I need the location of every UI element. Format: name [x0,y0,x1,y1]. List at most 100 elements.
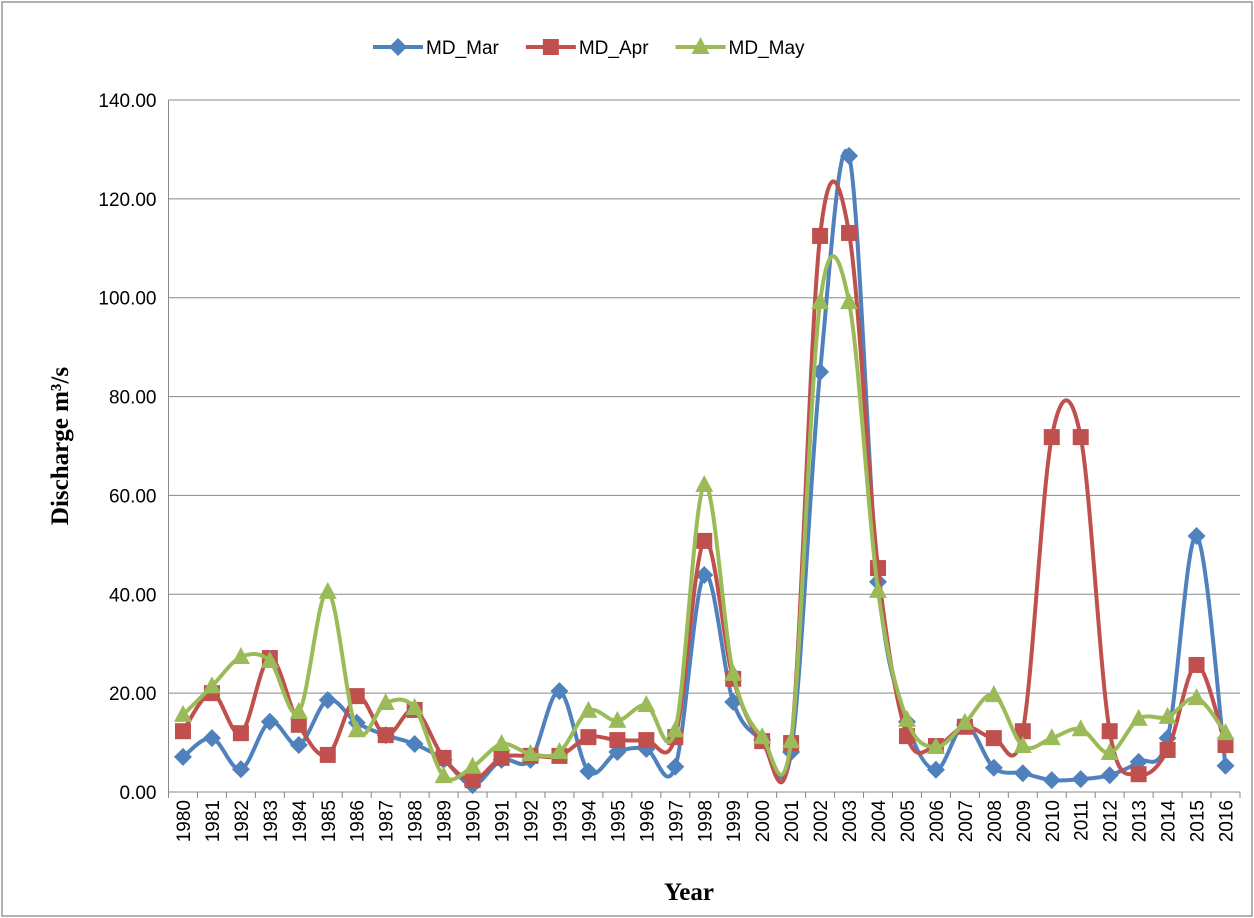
marker [463,756,482,774]
x-tick-label: 2016 [1217,800,1238,842]
marker [319,746,336,763]
marker [173,747,192,766]
marker [1013,736,1032,754]
marker [811,292,830,310]
marker [984,685,1003,703]
x-tick-label: 2004 [869,800,890,843]
x-tick-label: 2001 [782,800,803,842]
y-tick-label: 60.00 [109,486,157,507]
x-tick-label: 1991 [493,800,514,842]
x-tick-label: 2012 [1101,800,1122,842]
marker [260,712,279,731]
marker [579,700,598,718]
marker [1043,429,1060,446]
marker [608,710,627,728]
x-tick-label: 2009 [1014,800,1035,842]
x-tick-label: 1983 [261,800,282,842]
marker [609,732,626,749]
x-tick-label: 1987 [377,800,398,842]
marker [955,712,974,730]
marker [202,729,221,748]
marker [782,731,801,749]
y-tick-label: 140.00 [98,91,156,112]
y-tick-label: 20.00 [109,684,157,705]
marker [984,758,1003,777]
x-tick-label: 1988 [406,800,427,842]
legend-label: MD_May [729,38,806,59]
marker [1217,737,1234,754]
marker [579,762,598,781]
marker [231,760,250,779]
x-tick-label: 1996 [637,800,658,842]
legend-label: MD_Mar [426,38,500,59]
marker [348,688,365,705]
x-tick-label: 1985 [319,800,340,842]
x-tick-label: 2010 [1043,800,1064,842]
marker [638,732,655,749]
marker [724,663,743,681]
marker [1130,766,1147,783]
x-tick-label: 2008 [985,800,1006,842]
marker [1158,706,1177,724]
marker [1187,526,1206,545]
marker [1042,728,1061,746]
marker [492,734,511,752]
marker [289,701,308,719]
y-tick-label: 100.00 [98,289,156,310]
marker [870,560,887,577]
marker [897,709,916,727]
marker [493,749,510,766]
marker [318,581,337,599]
x-tick-label: 2011 [1072,800,1093,841]
series [173,254,1235,784]
x-tick-label: 1995 [608,800,629,842]
marker [926,760,945,779]
x-tick-label: 1998 [695,800,716,842]
marker [1188,656,1205,673]
marker [666,720,685,738]
marker [1187,688,1206,706]
marker [753,727,772,745]
marker [1101,723,1118,740]
marker [434,766,453,784]
marker [174,723,191,740]
x-tick-label: 2013 [1130,800,1151,842]
marker [550,682,569,701]
marker [232,725,249,742]
marker [289,736,308,755]
x-tick-label: 2014 [1159,800,1180,843]
marker [1014,723,1031,740]
x-tick-label: 1980 [174,800,195,842]
marker [1071,770,1090,789]
y-tick-label: 40.00 [109,585,157,606]
marker [389,38,407,56]
x-tick-label: 2007 [956,800,977,842]
marker [347,720,366,738]
marker [550,741,569,759]
y-axis-title: Discharge m³/s [47,367,74,525]
marker [405,697,424,715]
x-tick-label: 1986 [348,800,369,842]
marker [435,749,452,766]
marker [202,676,221,694]
y-tick-label: 120.00 [98,190,156,211]
x-tick-label: 1989 [435,800,456,842]
marker [1216,756,1235,775]
marker [926,737,945,755]
marker [580,729,597,746]
marker [377,727,394,744]
marker [260,651,279,669]
marker [290,716,307,733]
marker [464,772,481,789]
marker [985,730,1002,747]
x-tick-label: 1981 [203,800,224,842]
x-tick-label: 1993 [550,800,571,842]
marker [405,735,424,754]
y-tick-label: 80.00 [109,388,157,409]
marker [695,475,714,493]
marker [1159,741,1176,758]
x-tick-label: 2015 [1188,800,1209,842]
marker [1216,723,1235,741]
y-tick-label: 0.00 [120,783,157,804]
marker [1072,429,1089,446]
